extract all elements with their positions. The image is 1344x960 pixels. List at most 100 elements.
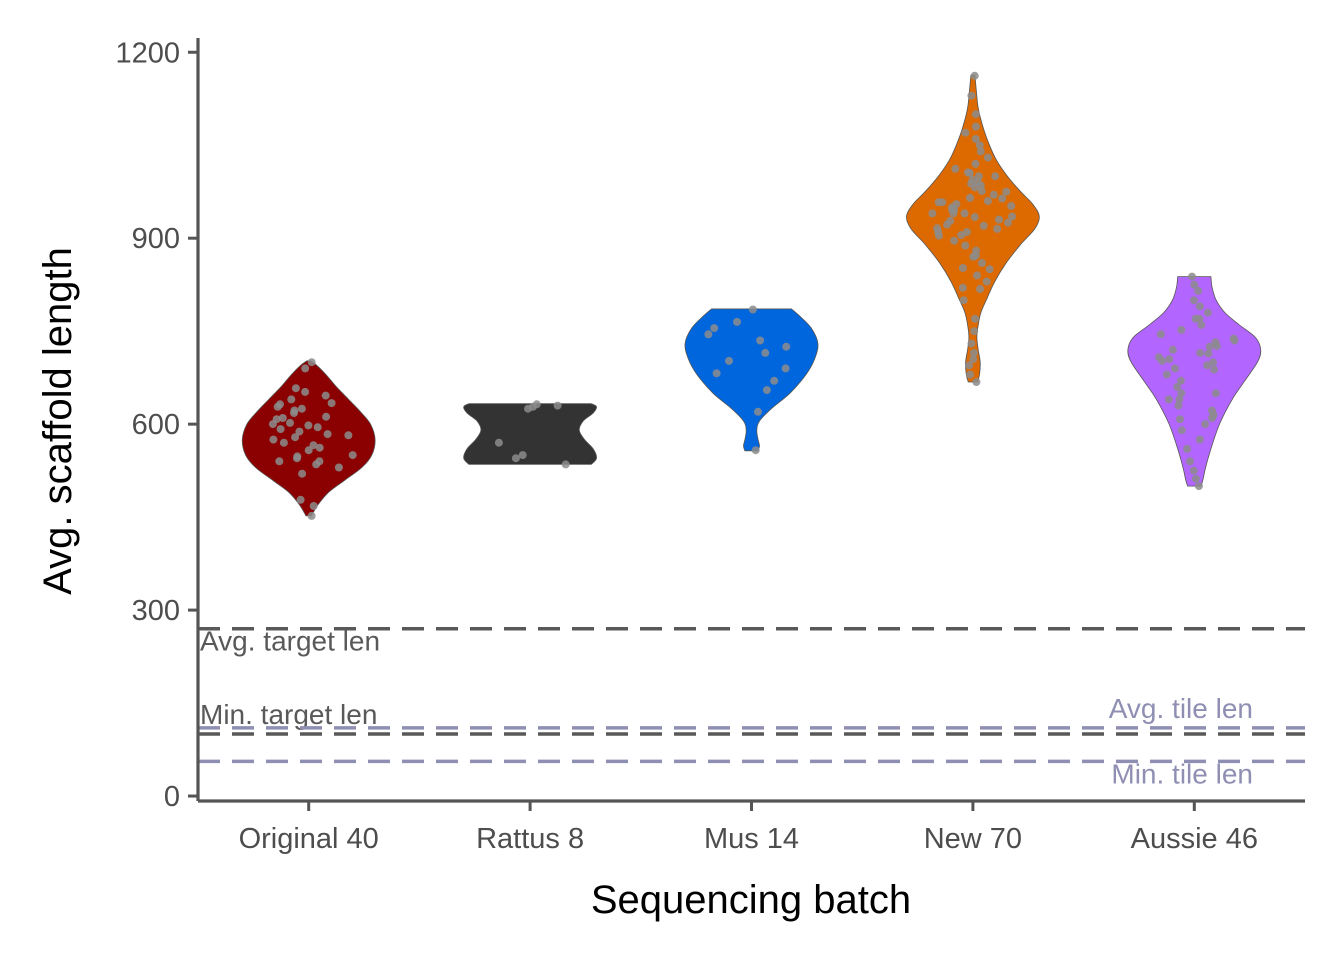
data-point xyxy=(1162,370,1171,379)
x-axis: Original 40 Rattus 8 Mus 14 New 70 Aussie 46 xyxy=(198,799,1305,855)
data-point xyxy=(561,460,570,469)
data-point xyxy=(322,412,331,421)
data-point xyxy=(985,265,994,274)
data-point xyxy=(993,224,1002,233)
data-point xyxy=(957,231,966,240)
data-point xyxy=(958,264,967,272)
data-point xyxy=(1195,314,1204,323)
data-point xyxy=(315,443,324,452)
data-point xyxy=(518,451,527,460)
data-point xyxy=(970,71,979,80)
data-point xyxy=(971,110,980,119)
violin-original-40 xyxy=(241,360,376,517)
data-point xyxy=(1176,376,1185,385)
reference-line-label-3: Min. tile len xyxy=(1111,758,1253,789)
data-point xyxy=(1208,406,1216,415)
data-point xyxy=(965,361,974,370)
data-point xyxy=(710,324,719,333)
data-point xyxy=(974,172,983,181)
data-point xyxy=(928,209,937,218)
data-point xyxy=(1171,364,1179,373)
data-point xyxy=(295,427,304,436)
data-point xyxy=(969,348,978,357)
data-point xyxy=(704,330,713,339)
data-point xyxy=(973,271,981,280)
data-point xyxy=(1208,414,1217,422)
data-point xyxy=(1175,395,1184,404)
data-point xyxy=(1196,348,1205,357)
data-point xyxy=(1188,272,1196,281)
violin-new-70 xyxy=(906,74,1040,383)
x-tick-label: Original 40 xyxy=(239,823,379,855)
data-point xyxy=(1205,342,1214,351)
data-point xyxy=(1203,308,1212,317)
data-point xyxy=(983,153,992,162)
data-point xyxy=(494,438,503,447)
data-point xyxy=(748,305,757,314)
data-point xyxy=(278,414,287,422)
data-point xyxy=(989,190,998,199)
data-point xyxy=(971,135,980,143)
data-point xyxy=(275,457,284,466)
data-point xyxy=(297,404,306,413)
data-point xyxy=(978,259,986,267)
data-point xyxy=(1190,296,1198,305)
data-point xyxy=(553,401,562,410)
data-point xyxy=(313,423,322,432)
data-point xyxy=(961,128,970,137)
data-point xyxy=(966,370,975,379)
data-point xyxy=(751,446,760,455)
data-point xyxy=(1002,187,1011,196)
data-point xyxy=(1177,426,1186,435)
data-point xyxy=(1155,353,1163,362)
data-point xyxy=(762,386,771,395)
data-point xyxy=(290,406,299,415)
data-point xyxy=(761,348,770,357)
data-point xyxy=(976,285,985,293)
data-point xyxy=(279,438,288,447)
y-axis-title: Avg. scaffold length xyxy=(36,247,80,595)
data-point xyxy=(309,441,318,450)
y-tick-label: 300 xyxy=(132,595,180,627)
violin-mus-14 xyxy=(684,308,819,452)
data-point xyxy=(756,336,765,345)
data-point xyxy=(268,420,277,429)
data-point xyxy=(983,197,992,205)
data-point xyxy=(1186,457,1194,466)
data-point xyxy=(348,451,357,460)
data-point xyxy=(307,358,316,367)
data-point xyxy=(301,364,310,373)
data-point xyxy=(1197,321,1206,329)
data-point xyxy=(1176,415,1184,424)
data-point xyxy=(958,283,967,292)
data-point xyxy=(970,327,979,336)
data-point xyxy=(781,364,790,373)
data-point xyxy=(309,502,318,510)
reference-line-label-0: Avg. target len xyxy=(200,626,380,657)
data-point xyxy=(304,446,313,455)
data-point xyxy=(301,387,310,396)
data-point xyxy=(1194,286,1203,295)
data-point xyxy=(1008,212,1017,221)
reference-line-label-1: Min. target len xyxy=(200,699,377,730)
y-axis: 0 300 600 900 1200 xyxy=(115,37,200,813)
violin-aussie-46 xyxy=(1127,276,1262,487)
data-point xyxy=(782,342,791,351)
data-point xyxy=(982,277,991,286)
data-point xyxy=(296,495,305,504)
data-point xyxy=(969,355,978,364)
data-point xyxy=(1194,482,1203,491)
data-point xyxy=(334,463,343,472)
data-point xyxy=(965,169,974,178)
data-point xyxy=(323,430,332,439)
data-point xyxy=(1201,420,1210,429)
data-point xyxy=(276,425,285,434)
data-point xyxy=(770,376,779,385)
data-point xyxy=(321,391,330,400)
x-tick-label: New 70 xyxy=(924,823,1022,855)
x-tick-label: Mus 14 xyxy=(704,823,799,855)
data-point xyxy=(344,431,353,440)
data-point xyxy=(960,209,969,218)
data-point xyxy=(312,460,321,469)
